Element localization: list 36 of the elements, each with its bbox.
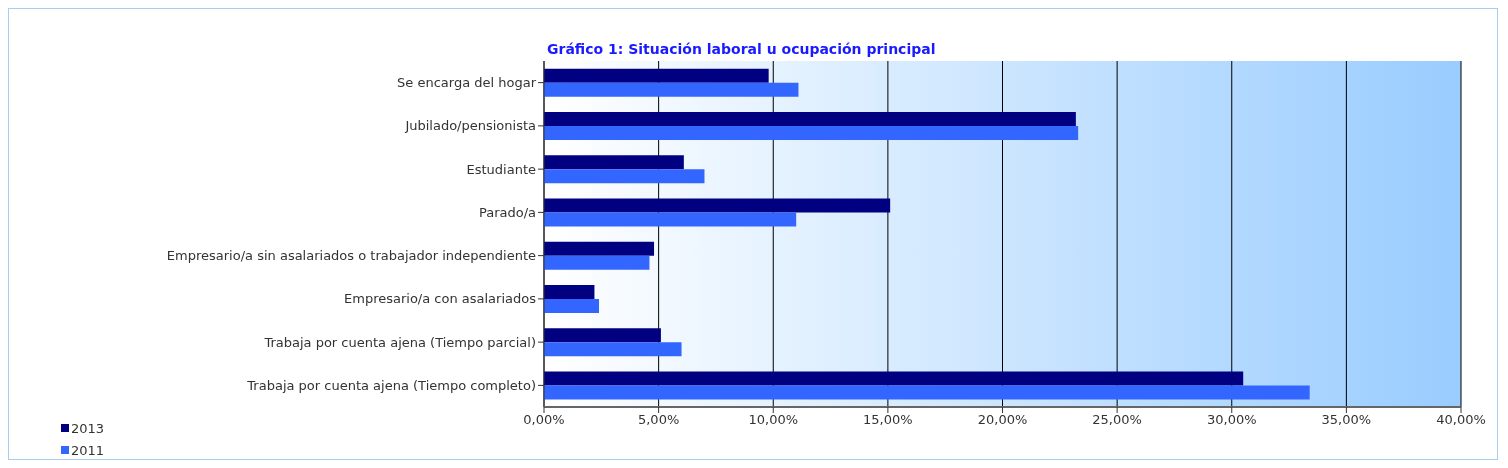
bar xyxy=(544,155,684,170)
y-tick-label: Se encarga del hogar xyxy=(397,75,537,91)
x-tick-label: 10,00% xyxy=(748,412,799,428)
bar xyxy=(544,299,600,314)
bar xyxy=(544,241,655,256)
chart-title: Gráfico 1: Situación laboral u ocupación principal xyxy=(547,41,936,57)
x-tick-label: 40,00% xyxy=(1436,412,1486,428)
legend-label: 2013 xyxy=(71,420,105,436)
x-tick-label: 15,00% xyxy=(863,412,913,428)
x-tick-label: 20,00% xyxy=(977,412,1028,428)
y-tick-label: Empresario/a con asalariados xyxy=(344,291,537,307)
x-tick-label: 35,00% xyxy=(1321,412,1372,428)
bar xyxy=(544,328,661,343)
y-tick-label: Empresario/a sin asalariados o trabajador independiente xyxy=(166,248,536,264)
bar xyxy=(544,68,769,83)
bar xyxy=(544,169,705,184)
y-tick-label: Estudiante xyxy=(466,161,536,177)
bar xyxy=(544,82,799,97)
bar xyxy=(544,126,1079,141)
bar xyxy=(544,371,1244,386)
x-tick-label: 25,00% xyxy=(1092,412,1142,428)
x-tick-label: 0,00% xyxy=(523,412,565,428)
x-tick-label: 30,00% xyxy=(1206,412,1257,428)
bar xyxy=(544,385,1310,400)
bar xyxy=(544,285,595,300)
bar xyxy=(544,212,797,227)
x-tick-label: 5,00% xyxy=(637,412,680,428)
bar xyxy=(544,255,650,270)
bar xyxy=(544,112,1076,127)
y-tick-label: Trabaja por cuenta ajena (Tiempo parcial) xyxy=(263,334,536,350)
y-tick-label: Jubilado/pensionista xyxy=(404,118,536,134)
legend-label: 2011 xyxy=(71,442,105,458)
y-tick-label: Parado/a xyxy=(478,204,536,220)
y-tick-label: Trabaja por cuenta ajena (Tiempo completo) xyxy=(246,377,536,393)
bar xyxy=(544,342,682,357)
bar xyxy=(544,198,891,213)
